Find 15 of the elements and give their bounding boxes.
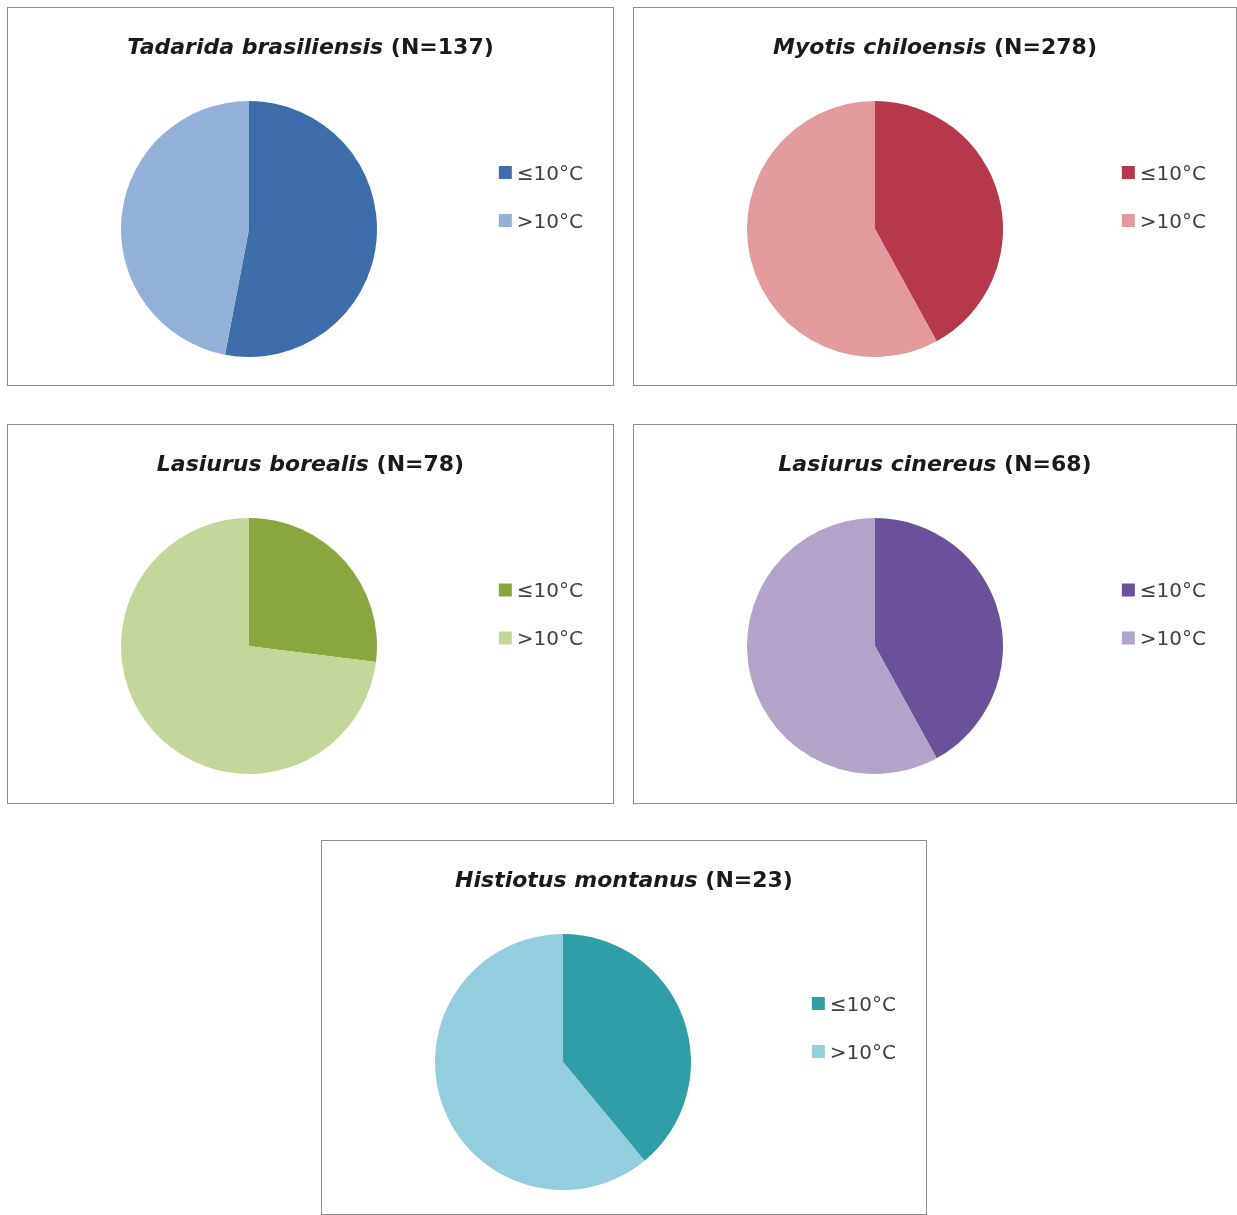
chart-title: Lasiurus cinereus (N=68) xyxy=(778,450,1092,476)
legend-label: >10°C xyxy=(516,208,583,233)
chart-title: Myotis chiloensis (N=278) xyxy=(773,33,1097,59)
legend-label: >10°C xyxy=(516,626,583,650)
legend-label: ≤10°C xyxy=(516,578,583,602)
legend-label: ≤10°C xyxy=(516,160,583,185)
legend-label: ≤10°C xyxy=(1139,578,1206,602)
chart-title: Tadarida brasiliensis (N=137) xyxy=(127,33,494,59)
legend-label: >10°C xyxy=(829,1039,896,1064)
legend-label: >10°C xyxy=(1139,626,1206,650)
chart-title: Histiotus montanus (N=23) xyxy=(455,866,793,892)
legend-label: ≤10°C xyxy=(829,991,896,1016)
chart-title: Lasiurus borealis (N=78) xyxy=(156,450,465,476)
legend-label: ≤10°C xyxy=(1139,160,1206,185)
legend-label: >10°C xyxy=(1139,208,1206,233)
